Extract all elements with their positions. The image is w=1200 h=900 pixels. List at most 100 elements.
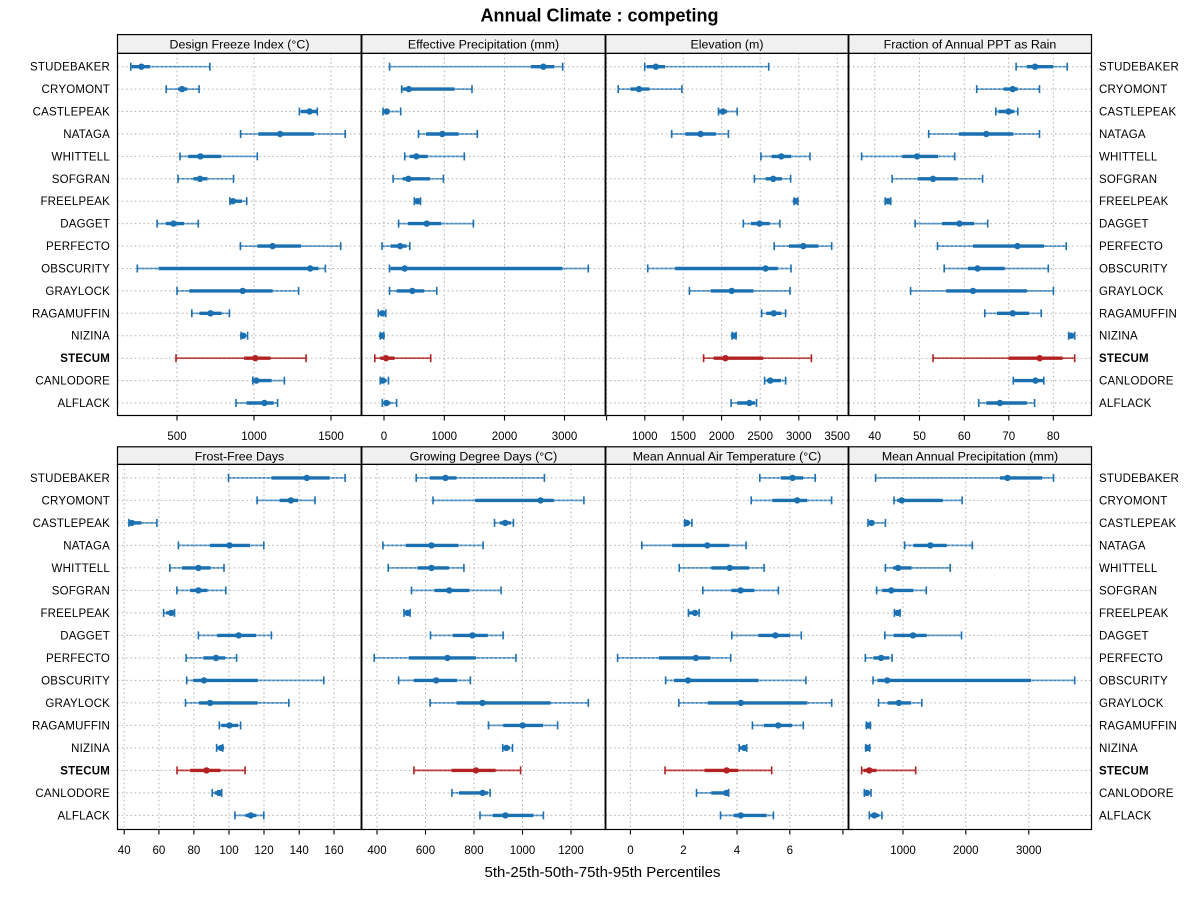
- svg-text:1000: 1000: [241, 431, 267, 443]
- svg-text:80: 80: [1047, 431, 1060, 443]
- svg-text:80: 80: [188, 845, 201, 857]
- svg-text:GRAYLOCK: GRAYLOCK: [45, 286, 110, 298]
- svg-text:2000: 2000: [953, 845, 979, 857]
- svg-text:600: 600: [416, 845, 435, 857]
- svg-text:NATAGA: NATAGA: [1099, 129, 1146, 141]
- svg-text:100: 100: [219, 845, 238, 857]
- svg-text:FREELPEAK: FREELPEAK: [1099, 196, 1169, 208]
- svg-text:CANLODORE: CANLODORE: [35, 788, 110, 800]
- svg-text:STUDEBAKER: STUDEBAKER: [1099, 62, 1179, 74]
- svg-text:120: 120: [254, 845, 273, 857]
- svg-text:Mean Annual Precipitation (mm): Mean Annual Precipitation (mm): [882, 450, 1058, 464]
- svg-text:CRYOMONT: CRYOMONT: [1099, 495, 1167, 507]
- svg-text:2500: 2500: [747, 431, 773, 443]
- svg-text:40: 40: [868, 431, 881, 443]
- svg-text:NATAGA: NATAGA: [63, 540, 110, 552]
- svg-text:3000: 3000: [552, 431, 578, 443]
- svg-text:5th-25th-50th-75th-95th Percen: 5th-25th-50th-75th-95th Percentiles: [485, 864, 721, 881]
- svg-text:1500: 1500: [318, 431, 344, 443]
- svg-text:CRYOMONT: CRYOMONT: [42, 84, 110, 96]
- svg-text:400: 400: [367, 845, 386, 857]
- svg-text:50: 50: [913, 431, 926, 443]
- svg-text:160: 160: [324, 845, 343, 857]
- svg-text:DAGGET: DAGGET: [60, 630, 110, 642]
- svg-text:NATAGA: NATAGA: [1099, 540, 1146, 552]
- svg-text:Elevation (m): Elevation (m): [691, 37, 764, 51]
- svg-text:3000: 3000: [1016, 845, 1042, 857]
- svg-text:CANLODORE: CANLODORE: [35, 376, 110, 388]
- svg-text:2: 2: [680, 845, 686, 857]
- svg-text:Fraction of Annual PPT as Rain: Fraction of Annual PPT as Rain: [884, 37, 1057, 51]
- svg-text:0: 0: [627, 845, 633, 857]
- svg-text:WHITTELL: WHITTELL: [1099, 151, 1158, 163]
- svg-text:DAGGET: DAGGET: [1099, 219, 1149, 231]
- svg-text:SOFGRAN: SOFGRAN: [52, 585, 110, 597]
- svg-text:3000: 3000: [786, 431, 812, 443]
- svg-text:3500: 3500: [824, 431, 850, 443]
- svg-text:1500: 1500: [670, 431, 696, 443]
- svg-text:Effective Precipitation (mm): Effective Precipitation (mm): [408, 37, 559, 51]
- svg-text:1000: 1000: [432, 431, 458, 443]
- svg-text:WHITTELL: WHITTELL: [1099, 563, 1158, 575]
- svg-text:FREELPEAK: FREELPEAK: [1099, 608, 1169, 620]
- svg-text:STECUM: STECUM: [1099, 353, 1149, 365]
- svg-text:PERFECTO: PERFECTO: [46, 653, 110, 665]
- svg-text:CASTLEPEAK: CASTLEPEAK: [1099, 518, 1177, 530]
- svg-text:RAGAMUFFIN: RAGAMUFFIN: [32, 308, 110, 320]
- svg-text:SOFGRAN: SOFGRAN: [52, 174, 110, 186]
- svg-text:Growing Degree Days (°C): Growing Degree Days (°C): [410, 450, 558, 464]
- svg-text:SOFGRAN: SOFGRAN: [1099, 174, 1157, 186]
- svg-text:2000: 2000: [492, 431, 518, 443]
- svg-text:DAGGET: DAGGET: [1099, 630, 1149, 642]
- svg-text:1000: 1000: [510, 845, 536, 857]
- svg-text:0: 0: [381, 431, 387, 443]
- svg-text:PERFECTO: PERFECTO: [46, 241, 110, 253]
- svg-text:GRAYLOCK: GRAYLOCK: [1099, 698, 1164, 710]
- svg-text:6: 6: [787, 845, 793, 857]
- svg-text:WHITTELL: WHITTELL: [52, 563, 111, 575]
- svg-text:CASTLEPEAK: CASTLEPEAK: [33, 107, 111, 119]
- svg-text:800: 800: [464, 845, 483, 857]
- svg-text:OBSCURITY: OBSCURITY: [41, 675, 110, 687]
- svg-text:4: 4: [734, 845, 741, 857]
- svg-text:ALFLACK: ALFLACK: [1099, 810, 1152, 822]
- svg-text:NIZINA: NIZINA: [1099, 331, 1138, 343]
- svg-text:1000: 1000: [890, 845, 916, 857]
- svg-text:2000: 2000: [709, 431, 735, 443]
- svg-text:Annual Climate : competing: Annual Climate : competing: [480, 6, 718, 26]
- svg-text:WHITTELL: WHITTELL: [52, 151, 111, 163]
- svg-text:ALFLACK: ALFLACK: [57, 398, 110, 410]
- svg-text:STUDEBAKER: STUDEBAKER: [30, 62, 110, 74]
- svg-text:1000: 1000: [632, 431, 658, 443]
- svg-text:OBSCURITY: OBSCURITY: [1099, 675, 1168, 687]
- svg-text:OBSCURITY: OBSCURITY: [1099, 264, 1168, 276]
- svg-text:RAGAMUFFIN: RAGAMUFFIN: [1099, 720, 1177, 732]
- svg-text:Mean Annual Air Temperature (°: Mean Annual Air Temperature (°C): [633, 450, 822, 464]
- svg-text:GRAYLOCK: GRAYLOCK: [45, 698, 110, 710]
- svg-text:STUDEBAKER: STUDEBAKER: [1099, 473, 1179, 485]
- svg-text:CANLODORE: CANLODORE: [1099, 376, 1174, 388]
- svg-text:SOFGRAN: SOFGRAN: [1099, 585, 1157, 597]
- svg-text:CRYOMONT: CRYOMONT: [42, 495, 110, 507]
- svg-text:PERFECTO: PERFECTO: [1099, 653, 1163, 665]
- svg-text:RAGAMUFFIN: RAGAMUFFIN: [1099, 308, 1177, 320]
- svg-text:NIZINA: NIZINA: [1099, 743, 1138, 755]
- svg-text:STECUM: STECUM: [60, 765, 110, 777]
- svg-text:STECUM: STECUM: [60, 353, 110, 365]
- svg-text:OBSCURITY: OBSCURITY: [41, 264, 110, 276]
- svg-text:500: 500: [167, 431, 186, 443]
- svg-text:Design Freeze Index (°C): Design Freeze Index (°C): [170, 37, 310, 51]
- svg-text:FREELPEAK: FREELPEAK: [40, 196, 110, 208]
- svg-text:CASTLEPEAK: CASTLEPEAK: [1099, 107, 1177, 119]
- svg-text:1200: 1200: [558, 845, 584, 857]
- svg-text:ALFLACK: ALFLACK: [57, 810, 110, 822]
- svg-text:STUDEBAKER: STUDEBAKER: [30, 473, 110, 485]
- svg-text:RAGAMUFFIN: RAGAMUFFIN: [32, 720, 110, 732]
- svg-text:CRYOMONT: CRYOMONT: [1099, 84, 1167, 96]
- svg-text:GRAYLOCK: GRAYLOCK: [1099, 286, 1164, 298]
- svg-text:CASTLEPEAK: CASTLEPEAK: [33, 518, 111, 530]
- svg-text:ALFLACK: ALFLACK: [1099, 398, 1152, 410]
- svg-text:140: 140: [290, 845, 309, 857]
- svg-text:NIZINA: NIZINA: [71, 743, 110, 755]
- svg-text:FREELPEAK: FREELPEAK: [40, 608, 110, 620]
